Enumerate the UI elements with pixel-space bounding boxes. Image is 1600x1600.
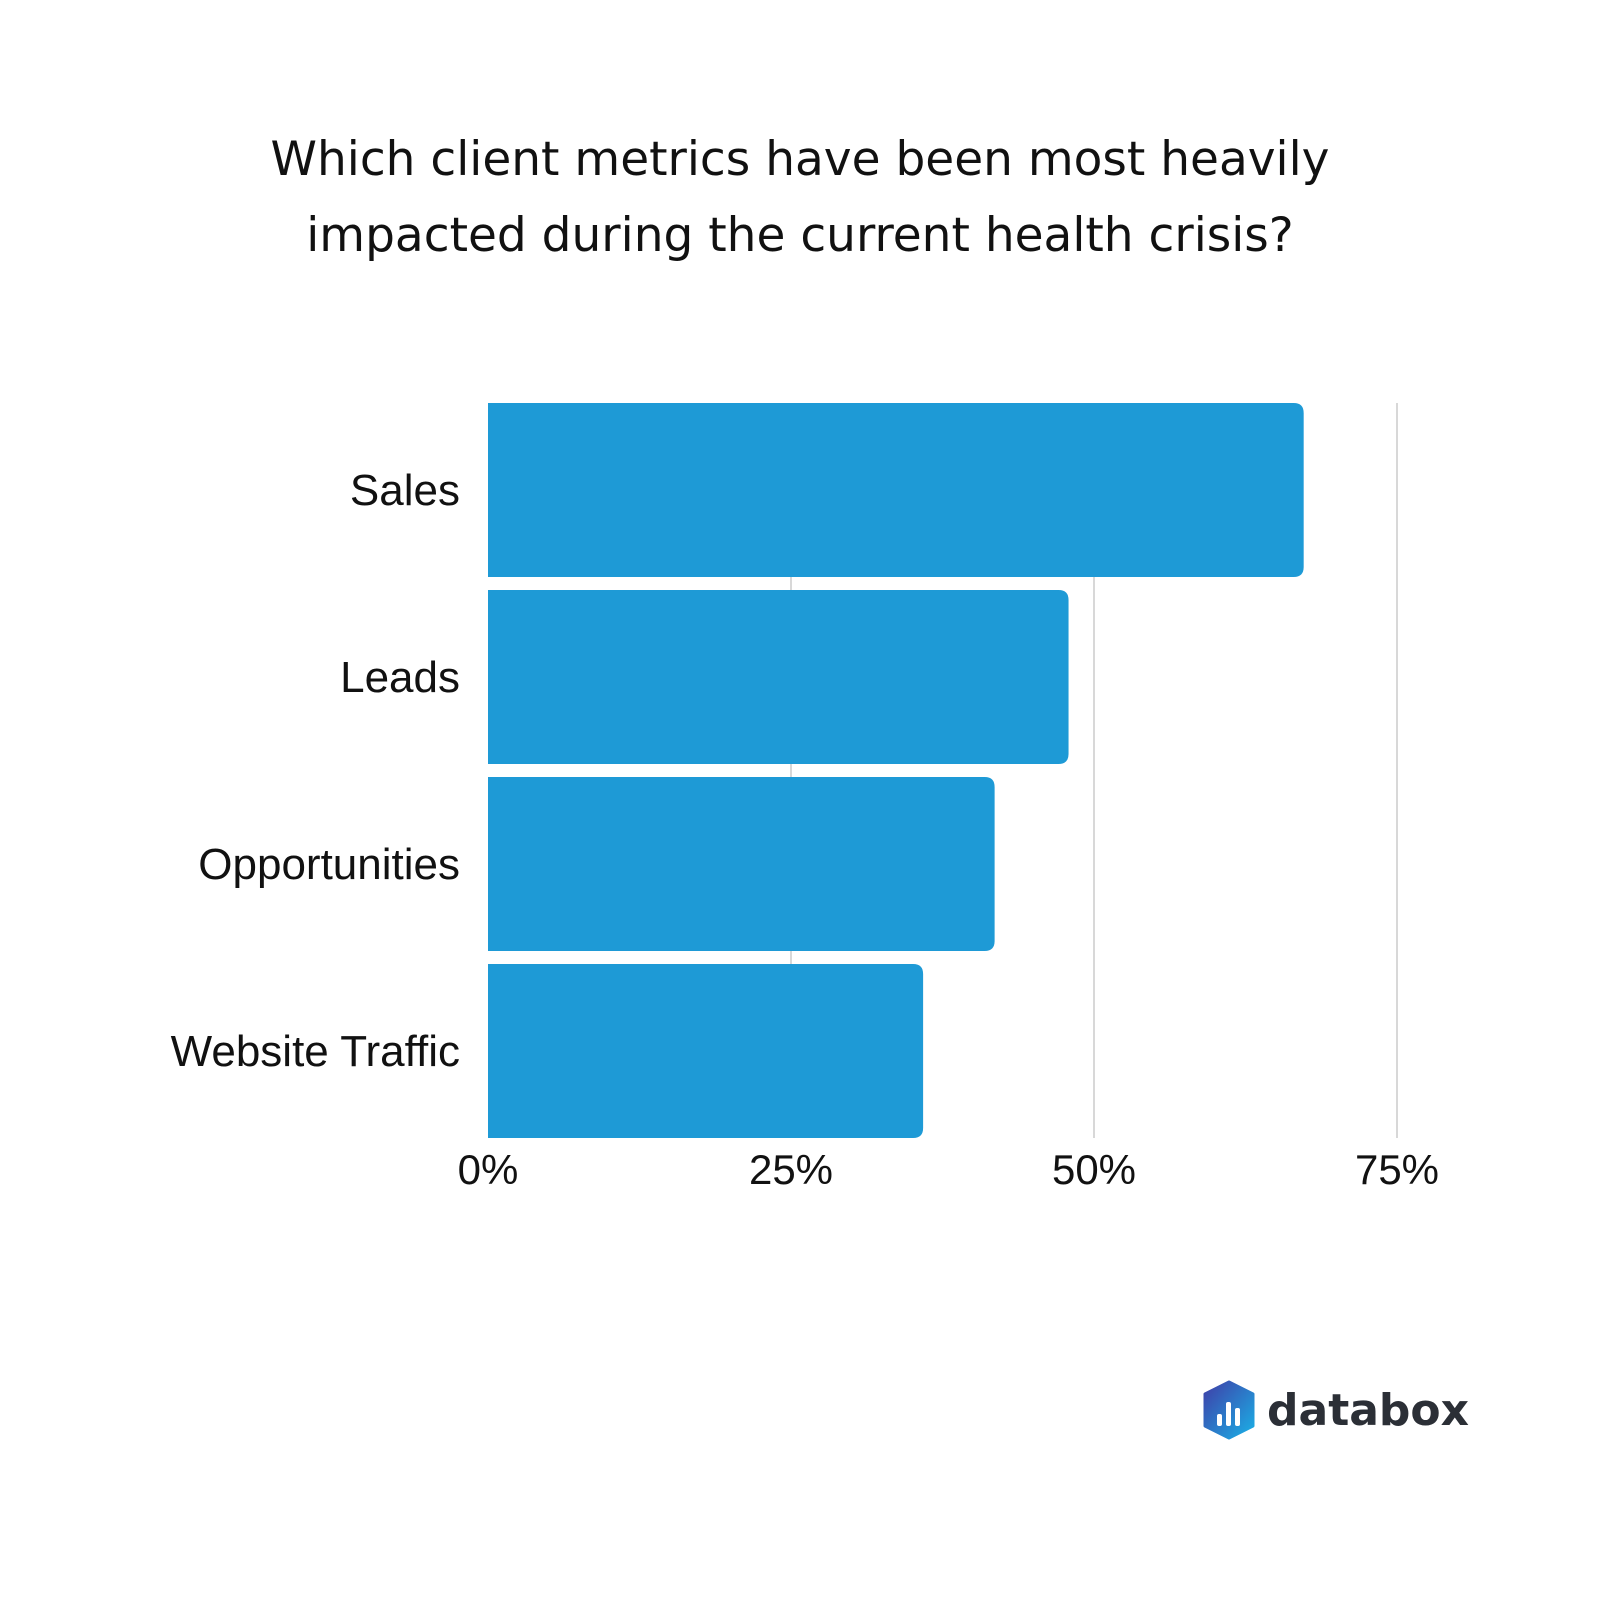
bar-sales (488, 403, 1304, 577)
category-label: Website Traffic (171, 1027, 460, 1076)
x-tick-label: 50% (1052, 1146, 1136, 1193)
category-label: Sales (350, 466, 460, 515)
bar-opportunities (488, 777, 995, 951)
chart-title-line-1: Which client metrics have been most heav… (270, 132, 1330, 187)
x-tick-label: 0% (458, 1146, 519, 1193)
databox-logo-icon (1203, 1380, 1255, 1440)
databox-logo: databox (1203, 1380, 1469, 1440)
bar-leads (488, 590, 1069, 764)
databox-logo-text: databox (1267, 1384, 1470, 1436)
chart-title-line-2: impacted during the current health crisi… (306, 208, 1294, 263)
x-tick-label: 25% (749, 1146, 833, 1193)
category-label: Opportunities (198, 840, 460, 889)
category-label: Leads (340, 653, 460, 702)
x-tick-label: 75% (1355, 1146, 1439, 1193)
bar-website-traffic (488, 964, 924, 1138)
chart-title: Which client metrics have been most heav… (0, 122, 1600, 274)
